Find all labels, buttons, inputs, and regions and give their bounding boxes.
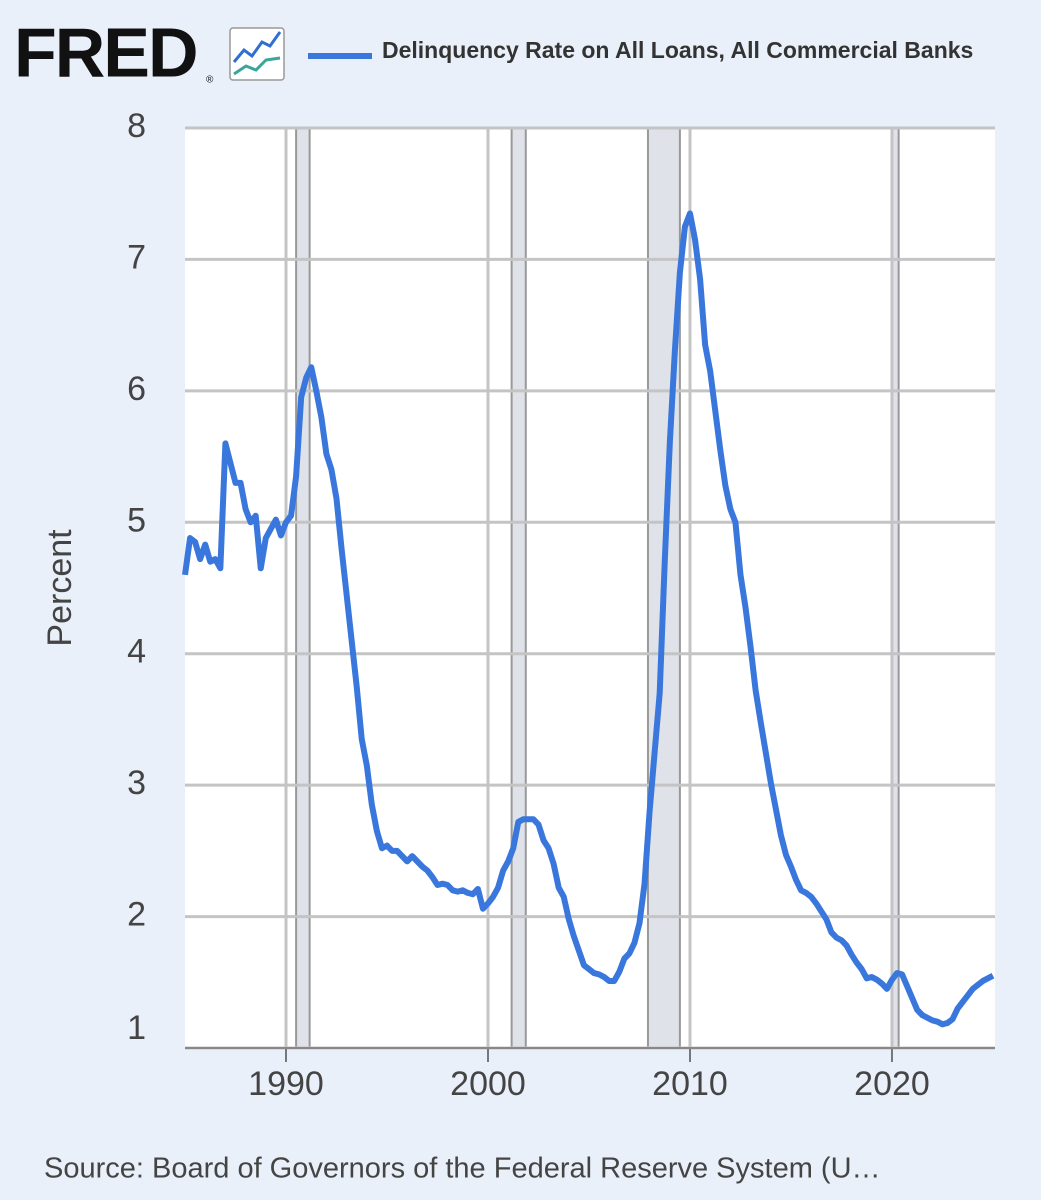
logo-icon: [229, 27, 285, 81]
x-tick-label: 2000: [450, 1065, 526, 1103]
x-tick-label: 2020: [854, 1065, 930, 1103]
y-tick-label: 2: [127, 896, 146, 934]
y-axis-label: Percent: [41, 529, 79, 647]
y-tick-label: 1: [127, 1009, 146, 1047]
data-line: [182, 210, 995, 1028]
recession-band: [510, 127, 527, 1049]
y-tick-label: 8: [127, 107, 146, 145]
source: Source: Board of Governors of the Federa…: [44, 1153, 881, 1185]
recession-band: [295, 127, 311, 1049]
x-tick-label: 1990: [248, 1065, 324, 1103]
y-tick-label: 5: [127, 501, 146, 539]
y-tick-label: 3: [127, 764, 146, 802]
y-tick-label: 7: [127, 238, 146, 276]
x-tick-label: 2010: [652, 1065, 728, 1103]
y-tick-label: 4: [127, 633, 146, 671]
logo: FRED: [14, 13, 197, 91]
y-tick-label: 6: [127, 370, 146, 408]
legend-label: Delinquency Rate on All Loans, All Comme…: [382, 37, 973, 63]
plot-area: [185, 128, 995, 1048]
logo-mark: ®: [206, 75, 214, 86]
